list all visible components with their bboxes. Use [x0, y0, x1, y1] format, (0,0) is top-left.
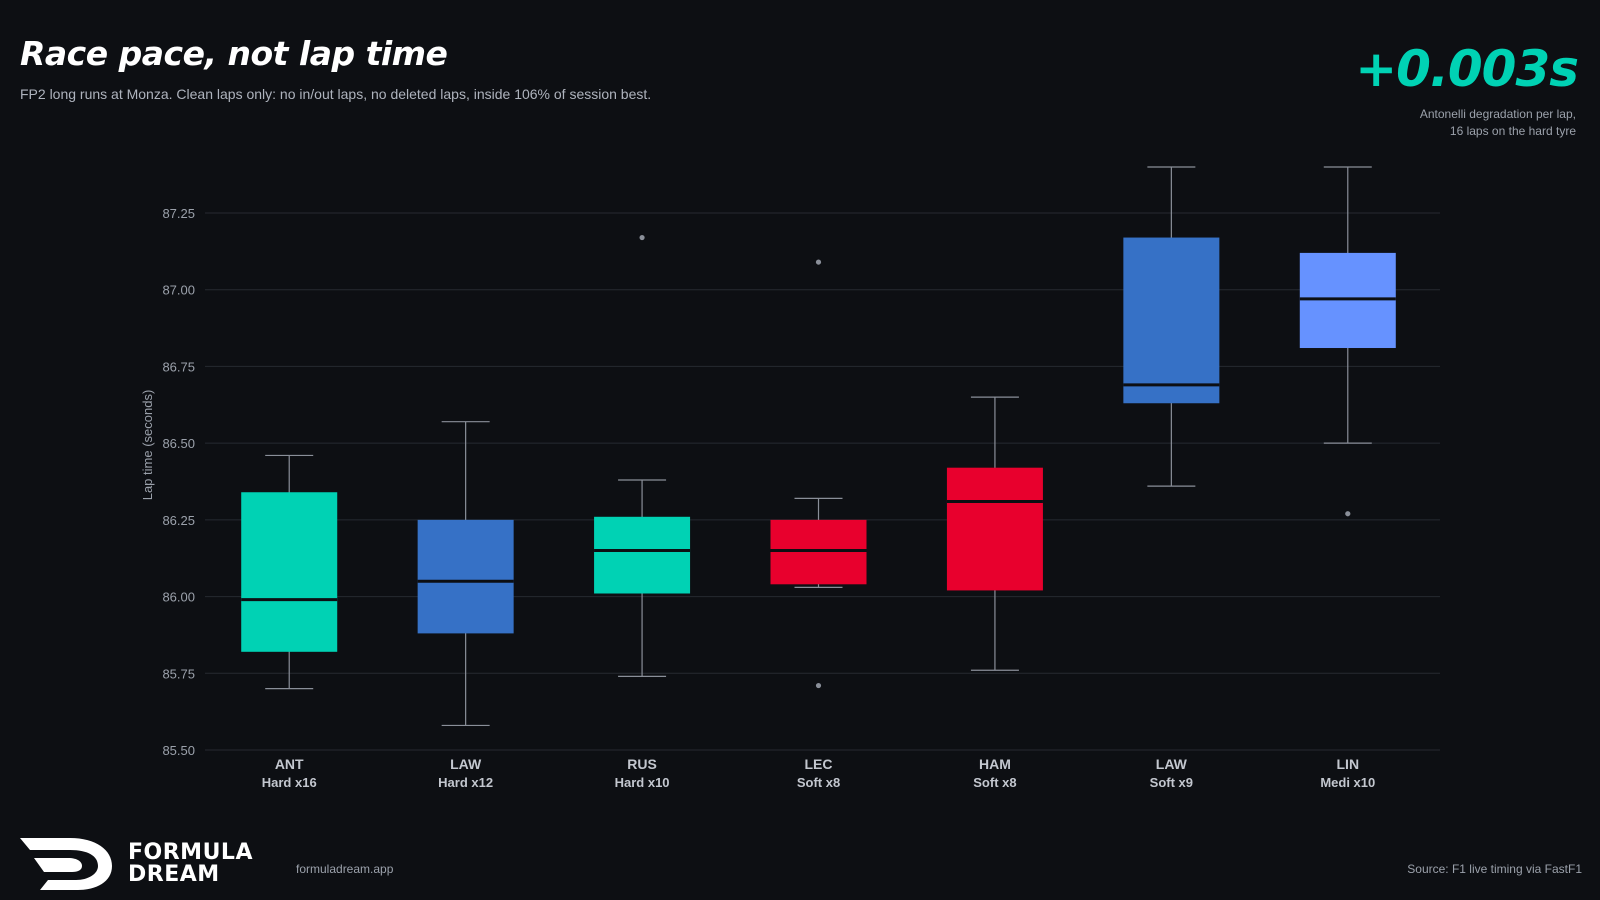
x-tick-driver: HAM: [979, 756, 1011, 772]
chart-title: Race pace, not lap time: [20, 34, 448, 73]
formula-dream-logo-icon: [20, 838, 112, 890]
y-tick-label: 86.75: [162, 359, 195, 374]
highlight-note-line1: Antonelli degradation per lap,: [1419, 107, 1576, 121]
y-tick-label: 87.25: [162, 206, 195, 221]
outlier-point: [815, 682, 822, 689]
x-tick-tyre: Soft x8: [973, 775, 1016, 790]
y-tick-label: 86.50: [162, 436, 195, 451]
chart-subtitle: FP2 long runs at Monza. Clean laps only:…: [20, 86, 652, 102]
brand-line1: FORMULA: [128, 840, 253, 865]
x-tick-tyre: Hard x16: [262, 775, 317, 790]
x-tick-driver: LEC: [805, 756, 833, 772]
x-tick-tyre: Soft x9: [1150, 775, 1193, 790]
brand-logo: FORMULA DREAM: [18, 836, 253, 892]
box-lec-3: [770, 519, 867, 585]
highlight-note: Antonelli degradation per lap, 16 laps o…: [1316, 106, 1576, 140]
highlight-note-line2: 16 laps on the hard tyre: [1449, 124, 1576, 138]
brand-line2: DREAM: [128, 862, 220, 887]
x-tick-tyre: Medi x10: [1320, 775, 1375, 790]
box-ant-0: [241, 492, 338, 652]
x-tick-driver: LAW: [450, 756, 482, 772]
box-law-5: [1123, 237, 1220, 404]
y-tick-label: 87.00: [162, 283, 195, 298]
y-axis-label: Lap time (seconds): [140, 390, 155, 501]
box-law-1: [417, 519, 514, 634]
box-plot-chart: 85.50 85.75 86.00 86.25 86.50 86.75 87.00 87.25…: [140, 166, 1440, 790]
source-note: Source: F1 live timing via FastF1: [1407, 862, 1582, 876]
x-tick-tyre: Hard x10: [615, 775, 670, 790]
box-lin-6: [1299, 252, 1396, 349]
x-tick-tyre: Soft x8: [797, 775, 840, 790]
x-tick-driver: ANT: [275, 756, 304, 772]
outlier-point: [1345, 511, 1351, 517]
y-tick-label: 86.00: [162, 590, 195, 605]
x-tick-tyre: Hard x12: [438, 775, 493, 790]
outlier-point: [639, 234, 645, 241]
site-url: formuladream.app: [296, 862, 394, 876]
y-tick-label: 85.50: [162, 743, 195, 758]
box-ham-4: [946, 467, 1043, 591]
box-rus-2: [594, 516, 691, 594]
y-tick-label: 85.75: [162, 666, 195, 681]
y-tick-label: 86.25: [162, 513, 195, 528]
x-tick-driver: LIN: [1337, 756, 1360, 772]
outlier-point: [815, 259, 822, 265]
x-tick-driver: LAW: [1156, 756, 1188, 772]
highlight-value: +0.003s: [1355, 40, 1579, 98]
brand-wordmark: FORMULA DREAM: [128, 842, 253, 886]
x-tick-driver: RUS: [627, 756, 657, 772]
